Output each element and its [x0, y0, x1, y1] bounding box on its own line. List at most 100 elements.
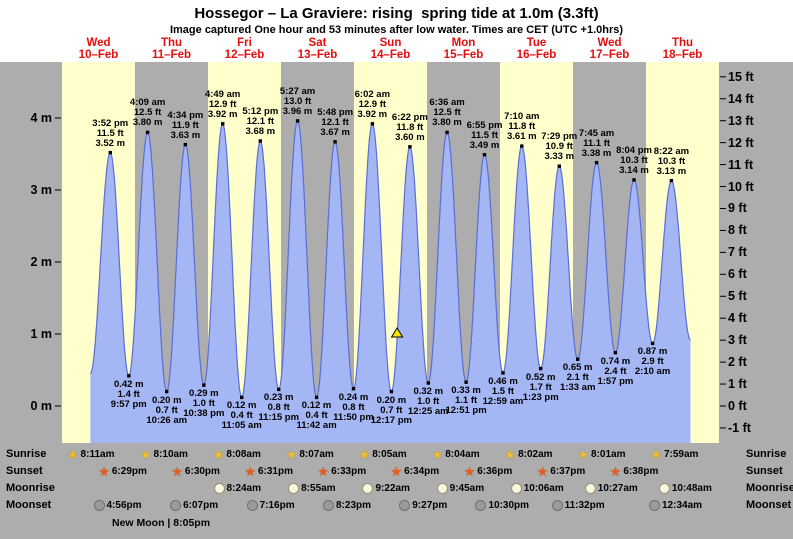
day-label: Thu 11–Feb: [152, 37, 191, 61]
sunrise-star-icon: ★: [431, 446, 444, 462]
sunset-star-icon: ★: [244, 463, 256, 479]
feet-axis-label: 9 ft: [728, 201, 747, 216]
tide-extreme-dot: [258, 139, 262, 143]
moonset-time: 4:56pm: [106, 499, 142, 511]
astro-event: 9:45am: [436, 481, 484, 495]
sunrise-star-icon: ★: [212, 446, 225, 462]
moonset-time: 7:16pm: [259, 499, 295, 511]
sunset-star-icon: ★: [98, 463, 110, 479]
astro-row-label-left: Sunset: [6, 465, 43, 477]
astro-event: 10:48am: [658, 481, 712, 495]
moonset-icon: [475, 499, 487, 511]
moonrise-icon: [510, 482, 522, 494]
tide-extreme-dot: [145, 130, 150, 135]
sunset-time: 6:38pm: [623, 465, 659, 477]
moonrise-icon: [436, 482, 448, 494]
moonset-icon: [399, 499, 411, 511]
feet-axis-label: 12 ft: [728, 135, 754, 150]
tide-extreme-dot: [576, 357, 580, 361]
sunrise-star-icon: ★: [504, 446, 517, 462]
low-tide-label: 0.52 m 1.7 ft 1:23 pm: [522, 371, 559, 403]
astro-event: 8:55am: [288, 481, 336, 495]
sunset-time: 6:36pm: [477, 465, 513, 477]
day-label: Fri 12–Feb: [224, 37, 265, 61]
astro-event: ★ 8:02am: [504, 447, 552, 461]
moonset-time: 6:07pm: [183, 499, 219, 511]
tide-extreme-dot: [370, 122, 375, 126]
day-label: Wed 10–Feb: [78, 37, 119, 61]
astro-event: 12:34am: [649, 498, 702, 512]
low-tide-label: 0.20 m 0.7 ft 10:26 am: [146, 394, 188, 426]
astro-event: 4:56pm: [93, 498, 142, 512]
moonrise-icon: [213, 482, 225, 494]
tide-extreme-dot: [482, 153, 487, 157]
astro-event: 10:27am: [584, 481, 638, 495]
sunset-star-icon: ★: [317, 463, 330, 479]
low-tide-label: 0.33 m 1.1 ft 12:51 pm: [445, 385, 487, 417]
tide-extreme-dot: [240, 395, 244, 400]
astro-event: 9:22am: [362, 481, 410, 495]
astro-event: ★ 6:29pm: [98, 464, 147, 478]
moonrise-time: 9:22am: [375, 482, 410, 494]
tide-extreme-dot: [408, 145, 412, 149]
tide-extreme-dot: [501, 371, 505, 375]
sunrise-star-icon: ★: [650, 446, 662, 462]
tide-extreme-dot: [520, 144, 524, 148]
astro-event: ★ 8:05am: [359, 447, 407, 461]
moonset-icon: [322, 499, 334, 511]
feet-axis-label: 5 ft: [728, 289, 747, 304]
meter-axis-label: 1 m: [30, 327, 52, 341]
tide-extreme-dot: [539, 366, 543, 371]
sunset-star-icon: ★: [171, 463, 183, 479]
day-label: Tue 16–Feb: [516, 37, 557, 61]
tide-extreme-dot: [333, 140, 337, 144]
sunset-star-icon: ★: [536, 463, 549, 479]
astro-event: ★ 6:34pm: [390, 464, 439, 478]
moonset-time: 10:30pm: [488, 499, 530, 511]
astro-event: 8:24am: [213, 481, 261, 495]
feet-axis-label: 4 ft: [728, 311, 747, 326]
feet-axis-label: 1 ft: [728, 377, 747, 392]
low-tide-label: 0.46 m 1.5 ft 12:59 am: [482, 375, 524, 407]
sunrise-time: 8:01am: [591, 448, 626, 460]
low-tide-label: 0.74 m 2.4 ft 1:57 pm: [597, 355, 634, 387]
astro-event: ★ 6:38pm: [610, 464, 659, 478]
moonrise-icon: [362, 482, 374, 494]
astro-event: 10:30pm: [475, 498, 529, 512]
tide-extreme-dot: [127, 374, 131, 378]
low-tide-label: 0.87 m 2.9 ft 2:10 am: [634, 346, 671, 378]
astro-row-label-right: Moonrise: [746, 482, 793, 494]
current-tide-marker: [390, 327, 404, 338]
tide-area-fill: [90, 120, 691, 444]
sunset-time: 6:34pm: [404, 465, 440, 477]
moonset-time: 9:27pm: [412, 499, 448, 511]
day-label: Wed 17–Feb: [589, 37, 630, 61]
feet-axis-label: -1 ft: [728, 420, 751, 435]
moonrise-icon: [658, 482, 670, 494]
low-tide-label: 0.32 m 1.0 ft 12:25 am: [407, 385, 449, 417]
moonrise-time: 10:48am: [671, 482, 712, 494]
moonrise-icon: [584, 482, 596, 494]
feet-axis-label: 6 ft: [728, 267, 747, 282]
tide-extreme-dot: [426, 381, 430, 385]
tide-extreme-dot: [314, 395, 319, 400]
moonrise-time: 10:06am: [523, 482, 564, 494]
high-tide-label: 4:49 am 12.9 ft 3.92 m: [204, 88, 241, 120]
astro-event: 9:27pm: [399, 498, 447, 512]
high-tide-label: 6:02 am 12.9 ft 3.92 m: [354, 88, 391, 120]
high-tide-label: 7:45 am 11.1 ft 3.38 m: [578, 127, 615, 159]
day-label: Sat 13–Feb: [297, 37, 338, 61]
day-label: Thu 18–Feb: [662, 37, 703, 61]
tide-extreme-dot: [221, 122, 225, 126]
sunset-star-icon: ★: [390, 463, 403, 479]
sunset-time: 6:30pm: [184, 465, 220, 477]
low-tide-label: 0.12 m 0.4 ft 11:05 am: [221, 400, 262, 432]
sunrise-time: 8:08am: [226, 448, 261, 460]
high-tide-label: 4:34 pm 11.9 ft 3.63 m: [167, 109, 204, 141]
moonset-time: 8:23pm: [335, 499, 371, 511]
astro-row-label-left: Sunrise: [6, 448, 47, 460]
feet-axis-label: 15 ft: [728, 69, 754, 84]
astro-event: ★ 8:11am: [67, 447, 115, 461]
tide-extreme-dot: [557, 164, 561, 168]
